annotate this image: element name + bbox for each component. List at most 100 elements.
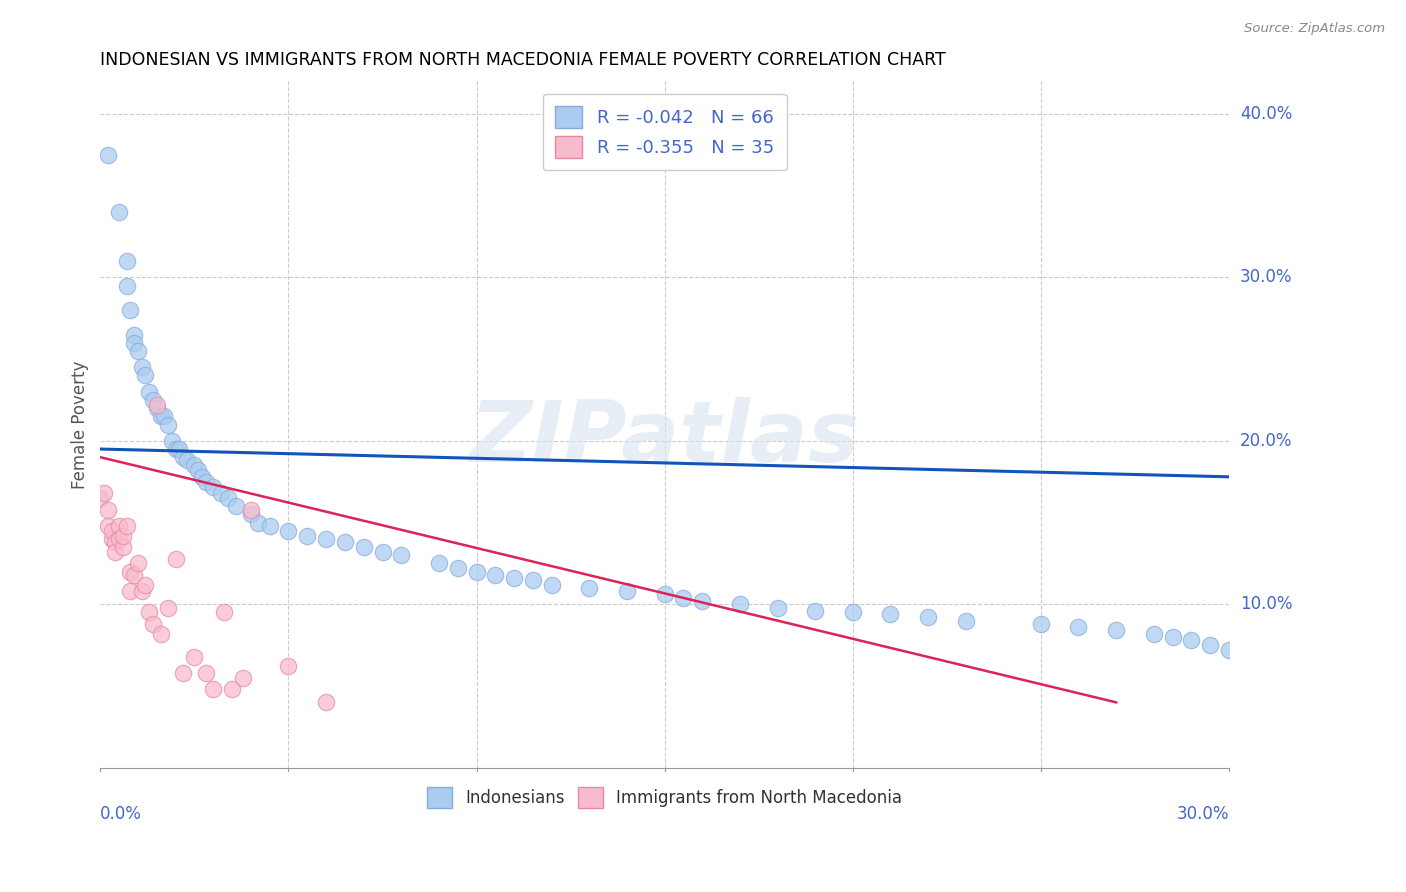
- Point: [122, 335, 145, 350]
- Point: [277, 524, 299, 538]
- Text: 30.0%: 30.0%: [1177, 805, 1229, 823]
- Point: [134, 368, 156, 383]
- Point: [93, 486, 115, 500]
- Point: [202, 682, 225, 697]
- Point: [616, 584, 638, 599]
- Point: [120, 584, 142, 599]
- Point: [108, 519, 131, 533]
- Point: [690, 594, 713, 608]
- Point: [371, 545, 394, 559]
- Point: [842, 606, 865, 620]
- Point: [209, 486, 232, 500]
- Point: [427, 557, 450, 571]
- Point: [122, 327, 145, 342]
- Text: 20.0%: 20.0%: [1240, 432, 1292, 450]
- Point: [447, 561, 470, 575]
- Point: [1143, 626, 1166, 640]
- Point: [111, 540, 134, 554]
- Point: [138, 384, 160, 399]
- Point: [104, 535, 127, 549]
- Point: [122, 567, 145, 582]
- Point: [131, 584, 153, 599]
- Point: [484, 567, 506, 582]
- Point: [115, 519, 138, 533]
- Point: [149, 409, 172, 424]
- Point: [183, 649, 205, 664]
- Legend: Indonesians, Immigrants from North Macedonia: Indonesians, Immigrants from North Maced…: [420, 780, 910, 814]
- Point: [654, 587, 676, 601]
- Point: [1199, 638, 1222, 652]
- Point: [465, 565, 488, 579]
- Point: [277, 659, 299, 673]
- Point: [169, 442, 191, 456]
- Point: [1067, 620, 1090, 634]
- Point: [172, 665, 194, 680]
- Point: [221, 682, 243, 697]
- Point: [165, 551, 187, 566]
- Point: [522, 573, 544, 587]
- Point: [172, 450, 194, 465]
- Text: 10.0%: 10.0%: [1240, 595, 1292, 614]
- Text: Source: ZipAtlas.com: Source: ZipAtlas.com: [1244, 22, 1385, 36]
- Point: [157, 600, 180, 615]
- Point: [728, 597, 751, 611]
- Point: [138, 606, 160, 620]
- Point: [108, 532, 131, 546]
- Point: [232, 671, 254, 685]
- Point: [100, 532, 122, 546]
- Y-axis label: Female Poverty: Female Poverty: [72, 360, 89, 489]
- Point: [389, 548, 412, 562]
- Point: [766, 600, 789, 615]
- Point: [194, 475, 217, 489]
- Point: [127, 557, 149, 571]
- Point: [917, 610, 939, 624]
- Point: [115, 254, 138, 268]
- Text: 30.0%: 30.0%: [1240, 268, 1292, 286]
- Point: [146, 398, 169, 412]
- Text: INDONESIAN VS IMMIGRANTS FROM NORTH MACEDONIA FEMALE POVERTY CORRELATION CHART: INDONESIAN VS IMMIGRANTS FROM NORTH MACE…: [100, 51, 946, 69]
- Point: [540, 577, 562, 591]
- Point: [157, 417, 180, 432]
- Point: [333, 535, 356, 549]
- Point: [111, 529, 134, 543]
- Point: [239, 508, 262, 522]
- Point: [146, 401, 169, 416]
- Text: 40.0%: 40.0%: [1240, 105, 1292, 123]
- Point: [259, 519, 281, 533]
- Point: [120, 303, 142, 318]
- Point: [225, 500, 247, 514]
- Point: [131, 360, 153, 375]
- Point: [1161, 630, 1184, 644]
- Point: [142, 392, 165, 407]
- Point: [97, 519, 120, 533]
- Point: [353, 540, 375, 554]
- Point: [134, 577, 156, 591]
- Point: [1105, 624, 1128, 638]
- Point: [1029, 616, 1052, 631]
- Point: [955, 614, 977, 628]
- Point: [297, 529, 319, 543]
- Point: [187, 463, 209, 477]
- Point: [100, 524, 122, 538]
- Point: [879, 607, 901, 621]
- Point: [503, 571, 526, 585]
- Point: [214, 606, 236, 620]
- Point: [315, 695, 337, 709]
- Point: [149, 626, 172, 640]
- Point: [97, 502, 120, 516]
- Point: [160, 434, 183, 448]
- Point: [194, 665, 217, 680]
- Point: [578, 581, 600, 595]
- Point: [183, 458, 205, 473]
- Point: [176, 453, 198, 467]
- Point: [315, 532, 337, 546]
- Point: [1218, 643, 1240, 657]
- Point: [153, 409, 176, 424]
- Point: [115, 278, 138, 293]
- Point: [108, 205, 131, 219]
- Point: [202, 480, 225, 494]
- Point: [1180, 633, 1202, 648]
- Point: [104, 545, 127, 559]
- Point: [217, 491, 239, 505]
- Point: [142, 616, 165, 631]
